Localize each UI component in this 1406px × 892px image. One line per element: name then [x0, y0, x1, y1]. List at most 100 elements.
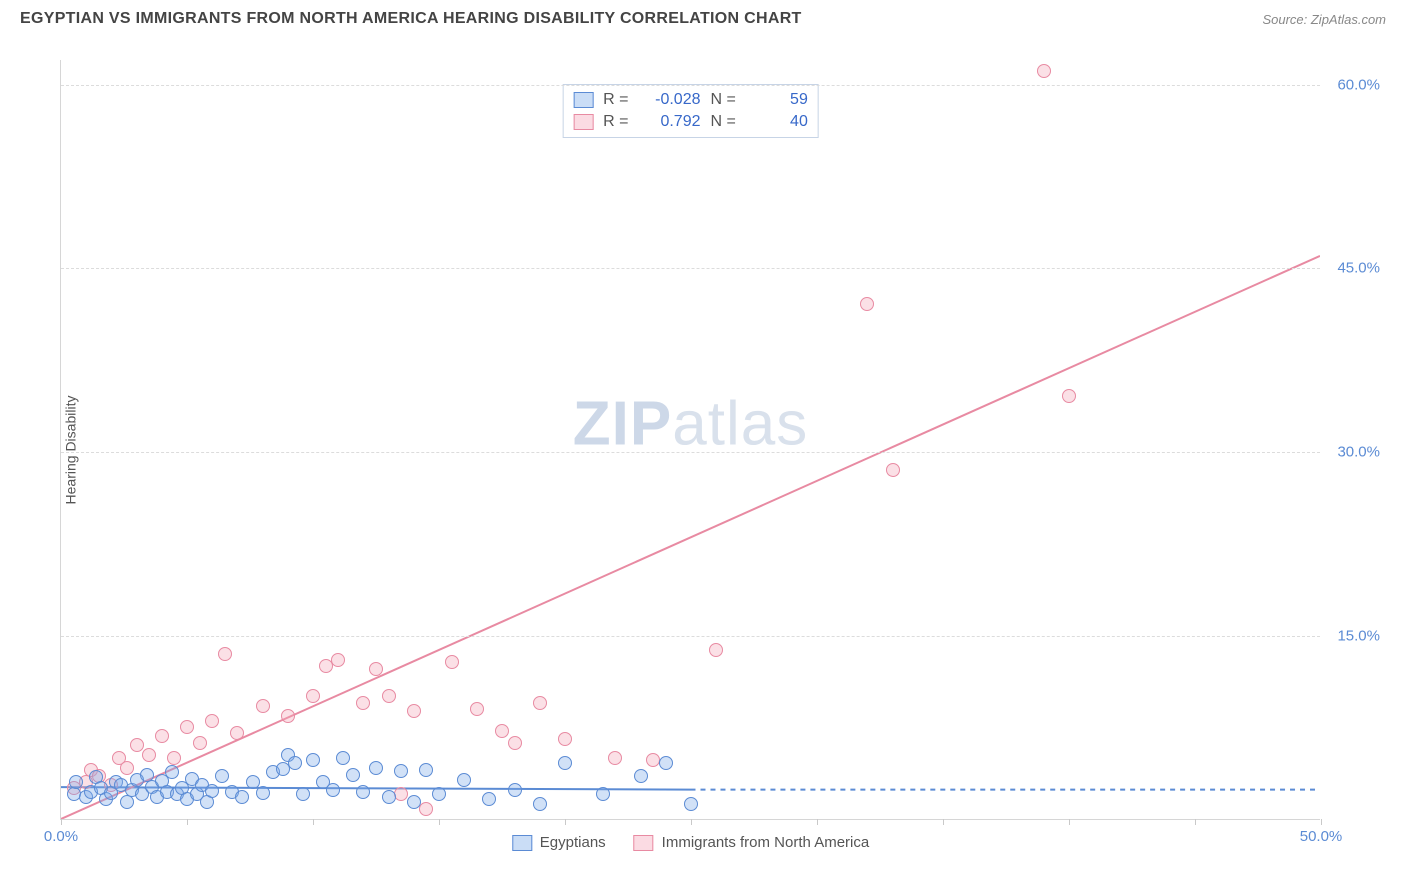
n-label: N = [711, 113, 736, 131]
scatter-plot: ZIPatlas R =-0.028N =59R =0.792N =40 Egy… [60, 60, 1320, 820]
y-tick-label: 30.0% [1337, 444, 1380, 461]
data-point-pink [180, 720, 194, 734]
correlation-legend: R =-0.028N =59R =0.792N =40 [562, 84, 819, 138]
x-tick [943, 819, 944, 825]
data-point-blue [419, 763, 433, 777]
data-point-pink [256, 699, 270, 713]
chart-container: Hearing Disability ZIPatlas R =-0.028N =… [20, 40, 1386, 860]
data-point-blue [659, 756, 673, 770]
data-point-pink [369, 662, 383, 676]
n-value: 40 [746, 113, 808, 131]
data-point-blue [634, 769, 648, 783]
r-value: 0.792 [639, 113, 701, 131]
x-tick-label: 0.0% [44, 828, 78, 845]
data-point-blue [356, 785, 370, 799]
data-point-blue [205, 784, 219, 798]
gridline-h [61, 268, 1320, 269]
data-point-pink [886, 463, 900, 477]
data-point-blue [336, 751, 350, 765]
series-legend: Egyptians Immigrants from North America [512, 834, 869, 851]
data-point-blue [533, 797, 547, 811]
data-point-pink [230, 726, 244, 740]
data-point-pink [1062, 389, 1076, 403]
x-tick [817, 819, 818, 825]
y-tick-label: 45.0% [1337, 260, 1380, 277]
data-point-blue [558, 756, 572, 770]
x-tick [1195, 819, 1196, 825]
data-point-pink [382, 689, 396, 703]
data-point-blue [296, 787, 310, 801]
legend-swatch [573, 92, 593, 108]
data-point-pink [193, 736, 207, 750]
data-point-pink [167, 751, 181, 765]
data-point-blue [326, 783, 340, 797]
chart-title: EGYPTIAN VS IMMIGRANTS FROM NORTH AMERIC… [20, 10, 802, 28]
data-point-blue [306, 753, 320, 767]
data-point-blue [256, 786, 270, 800]
data-point-blue [394, 764, 408, 778]
gridline-h [61, 452, 1320, 453]
legend-swatch [573, 114, 593, 130]
legend-item: Egyptians [512, 834, 606, 851]
data-point-pink [860, 297, 874, 311]
data-point-blue [346, 768, 360, 782]
data-point-blue [432, 787, 446, 801]
x-tick [313, 819, 314, 825]
legend-swatch [634, 835, 654, 851]
data-point-pink [218, 647, 232, 661]
data-point-blue [482, 792, 496, 806]
data-point-blue [69, 775, 83, 789]
x-tick [439, 819, 440, 825]
data-point-pink [205, 714, 219, 728]
data-point-pink [495, 724, 509, 738]
data-point-pink [356, 696, 370, 710]
r-label: R = [603, 91, 628, 109]
data-point-blue [120, 795, 134, 809]
x-tick [1069, 819, 1070, 825]
watermark: ZIPatlas [573, 389, 808, 460]
data-point-pink [1037, 64, 1051, 78]
r-label: R = [603, 113, 628, 131]
x-tick [61, 819, 62, 825]
data-point-blue [235, 790, 249, 804]
legend-swatch [512, 835, 532, 851]
data-point-blue [684, 797, 698, 811]
y-tick-label: 60.0% [1337, 76, 1380, 93]
data-point-pink [558, 732, 572, 746]
data-point-blue [596, 787, 610, 801]
data-point-pink [419, 802, 433, 816]
data-point-blue [457, 773, 471, 787]
x-tick [1321, 819, 1322, 825]
data-point-blue [407, 795, 421, 809]
gridline-h [61, 85, 1320, 86]
data-point-pink [608, 751, 622, 765]
x-tick [691, 819, 692, 825]
data-point-pink [445, 655, 459, 669]
gridline-h [61, 636, 1320, 637]
source-label: Source: ZipAtlas.com [1262, 12, 1386, 27]
data-point-pink [155, 729, 169, 743]
x-tick [565, 819, 566, 825]
data-point-blue [165, 765, 179, 779]
x-tick [187, 819, 188, 825]
legend-item: Immigrants from North America [634, 834, 870, 851]
data-point-pink [142, 748, 156, 762]
data-point-pink [470, 702, 484, 716]
r-value: -0.028 [639, 91, 701, 109]
data-point-blue [382, 790, 396, 804]
data-point-pink [281, 709, 295, 723]
legend-label: Immigrants from North America [662, 834, 870, 851]
trend-lines [61, 60, 1320, 819]
data-point-blue [215, 769, 229, 783]
y-tick-label: 15.0% [1337, 628, 1380, 645]
data-point-pink [120, 761, 134, 775]
data-point-pink [508, 736, 522, 750]
data-point-pink [306, 689, 320, 703]
n-label: N = [711, 91, 736, 109]
data-point-blue [508, 783, 522, 797]
legend-row: R = 0.792 N = 40 [573, 111, 808, 133]
data-point-blue [288, 756, 302, 770]
data-point-pink [331, 653, 345, 667]
legend-row: R =-0.028N =59 [573, 89, 808, 111]
data-point-pink [130, 738, 144, 752]
